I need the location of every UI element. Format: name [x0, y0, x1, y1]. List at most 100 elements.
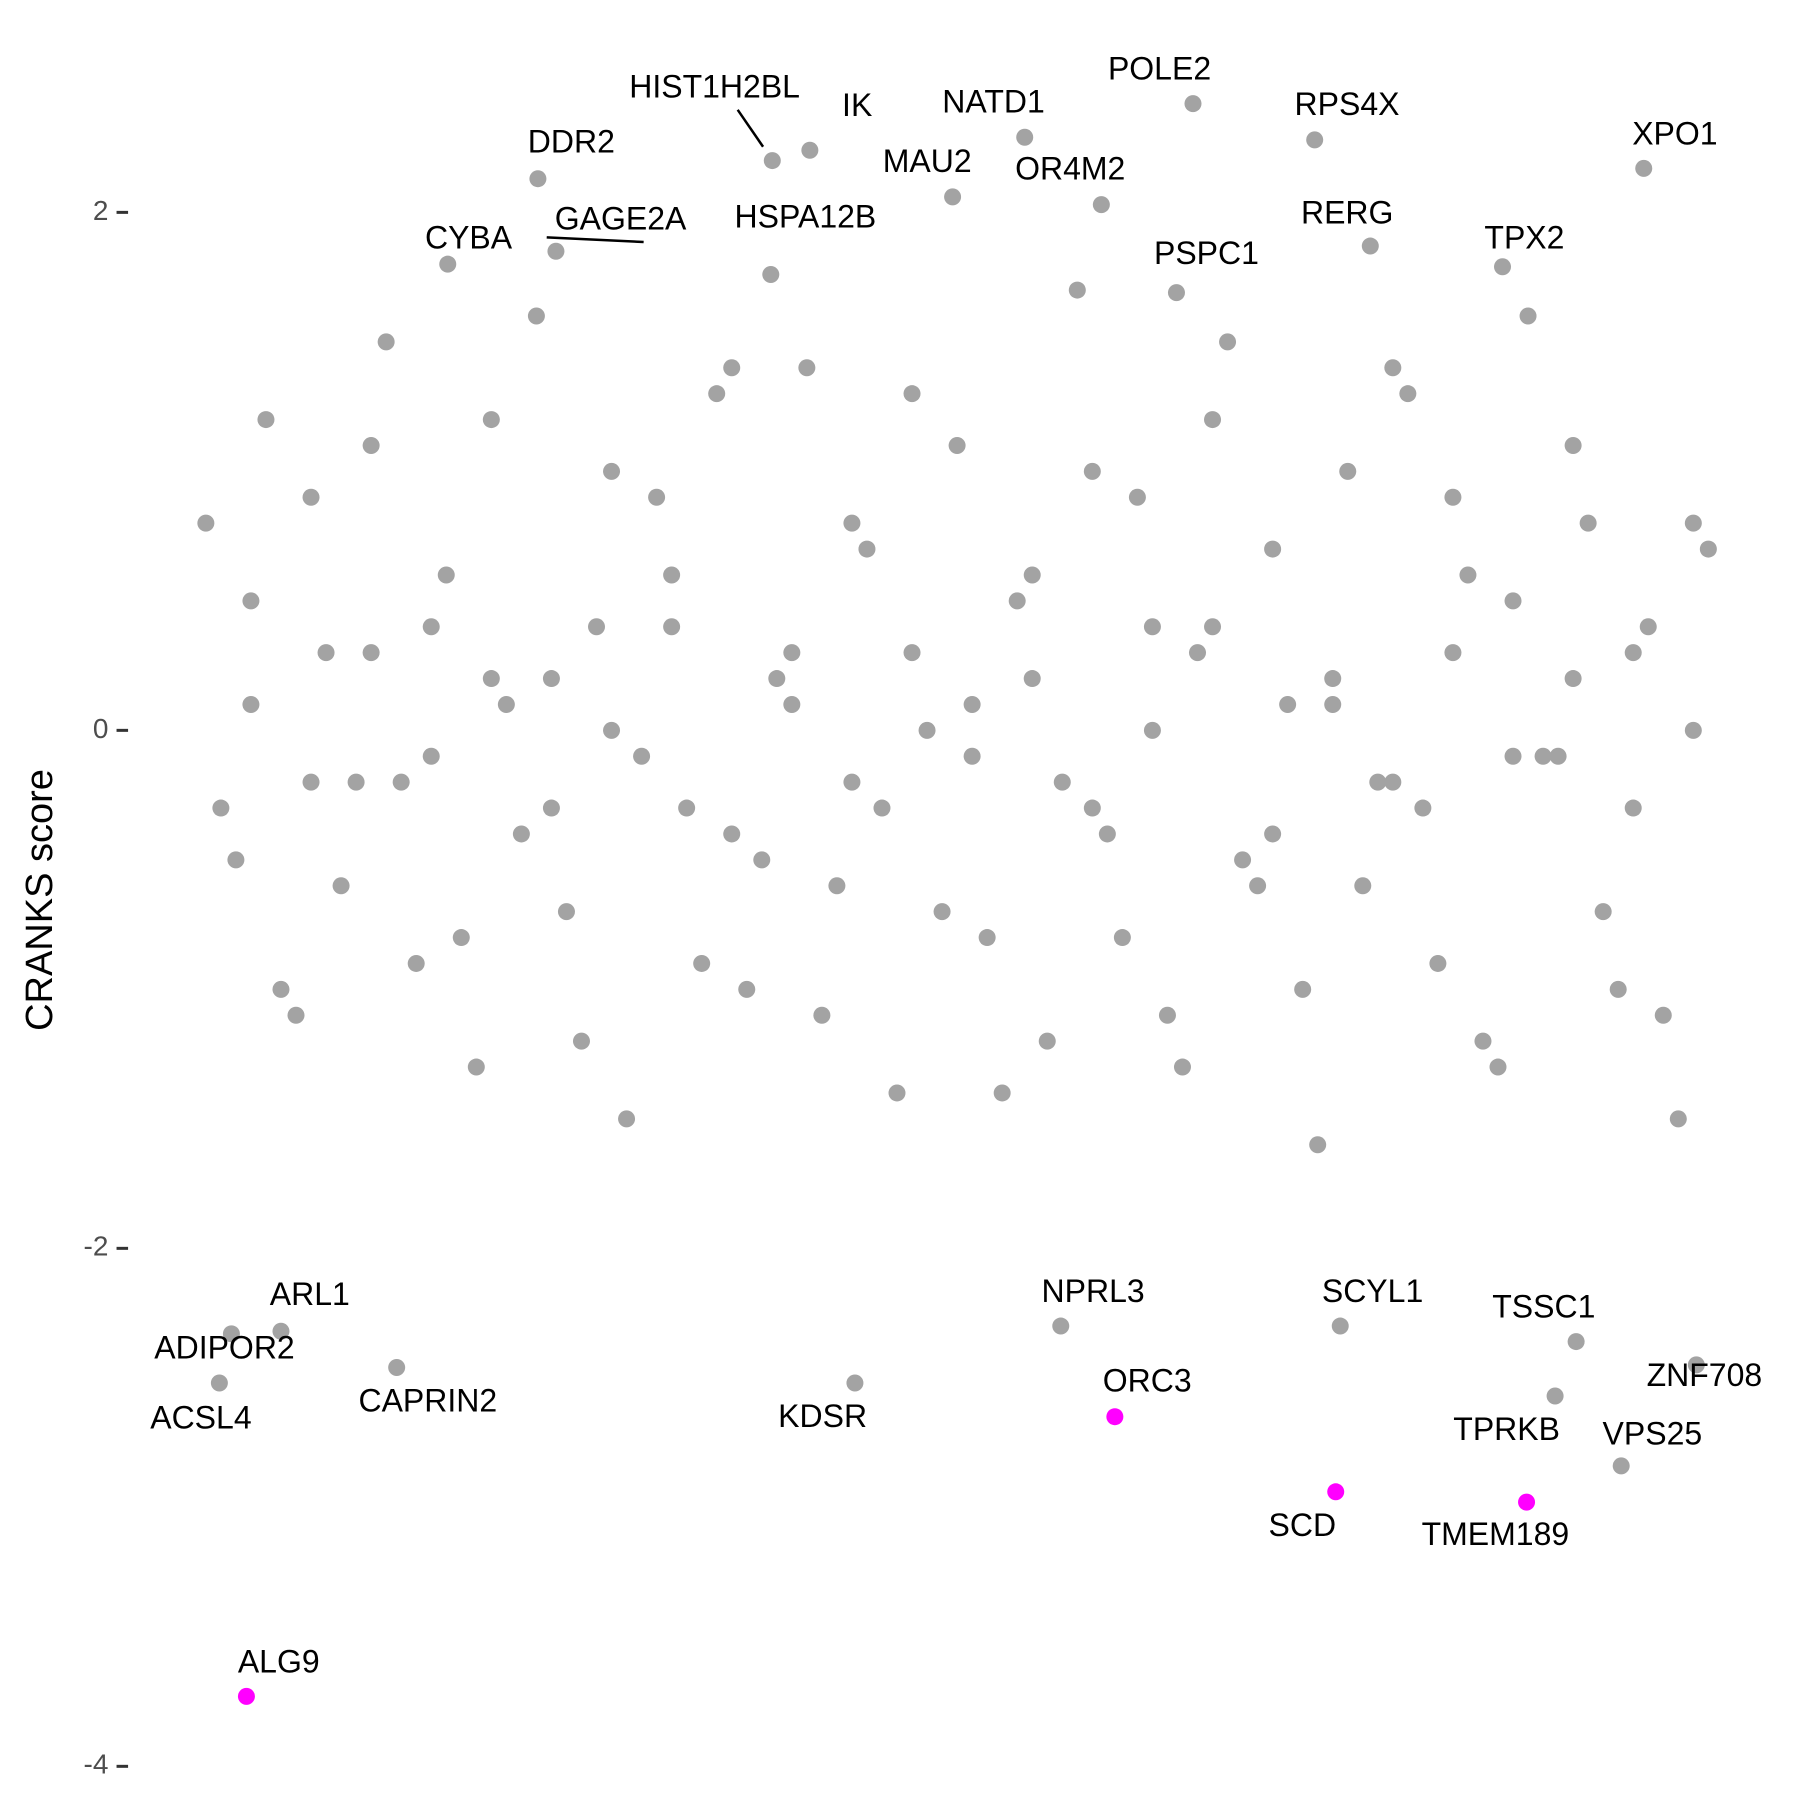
point: [1494, 258, 1512, 276]
point: [332, 877, 350, 895]
point: [693, 954, 711, 972]
point: [1639, 618, 1657, 636]
point-label: GAGE2A: [555, 201, 687, 237]
point: [452, 929, 470, 947]
point: [242, 592, 260, 610]
point-label: OR4M2: [1015, 151, 1125, 187]
point: [903, 644, 921, 662]
point: [1184, 95, 1202, 113]
y-tick-label: -4: [84, 1749, 109, 1780]
point: [547, 242, 565, 260]
point: [1687, 1356, 1705, 1374]
point: [302, 488, 320, 506]
point-label: NATD1: [942, 83, 1045, 119]
point: [1504, 592, 1522, 610]
point: [963, 695, 981, 713]
point: [1219, 333, 1237, 351]
point: [1699, 540, 1717, 558]
point: [1339, 462, 1357, 480]
point: [1189, 644, 1207, 662]
point: [1279, 695, 1297, 713]
point: [1384, 359, 1402, 377]
point: [377, 333, 395, 351]
y-tick-label: 2: [93, 195, 109, 226]
point: [1594, 903, 1612, 921]
point: [1474, 1032, 1492, 1050]
point: [858, 540, 876, 558]
point: [482, 670, 500, 688]
point: [1612, 1457, 1630, 1475]
point-label: RPS4X: [1295, 86, 1400, 122]
point: [1167, 284, 1185, 302]
point: [529, 170, 547, 188]
point: [1264, 825, 1282, 843]
point: [1106, 1408, 1124, 1426]
point-label: HIST1H2BL: [629, 68, 800, 104]
point: [1564, 436, 1582, 454]
point: [633, 747, 651, 765]
point: [1158, 1006, 1176, 1024]
point: [1306, 131, 1324, 149]
point: [1518, 1493, 1536, 1511]
point: [1567, 1333, 1585, 1351]
point: [1399, 385, 1417, 403]
point: [1369, 773, 1387, 791]
point-label: IK: [842, 87, 872, 123]
point: [1204, 618, 1222, 636]
point: [1098, 825, 1116, 843]
point: [1519, 307, 1537, 325]
point: [1023, 566, 1041, 584]
point: [467, 1058, 485, 1076]
point: [1143, 618, 1161, 636]
point: [933, 903, 951, 921]
point: [648, 488, 666, 506]
point-label: ACSL4: [150, 1399, 251, 1435]
point: [1384, 773, 1402, 791]
point: [197, 514, 215, 532]
point: [1128, 488, 1146, 506]
point: [603, 462, 621, 480]
point: [944, 188, 962, 206]
point-label: RERG: [1301, 194, 1393, 230]
label-connector: [546, 236, 644, 244]
point-label: SCD: [1268, 1507, 1336, 1543]
point: [888, 1084, 906, 1102]
point: [422, 747, 440, 765]
point: [542, 799, 560, 817]
point: [1635, 159, 1653, 177]
point: [723, 359, 741, 377]
point: [678, 799, 696, 817]
point: [828, 877, 846, 895]
point: [227, 851, 245, 869]
point: [1327, 1483, 1345, 1501]
point: [557, 903, 575, 921]
point-label: ORC3: [1103, 1363, 1192, 1399]
point: [272, 1322, 290, 1340]
point: [1309, 1136, 1327, 1154]
point: [1113, 929, 1131, 947]
point: [993, 1084, 1011, 1102]
point: [1324, 670, 1342, 688]
point: [1361, 237, 1379, 255]
point: [723, 825, 741, 843]
point-label: ARL1: [270, 1276, 350, 1312]
point: [212, 799, 230, 817]
point: [801, 141, 819, 159]
point: [317, 644, 335, 662]
point: [1264, 540, 1282, 558]
point: [1038, 1032, 1056, 1050]
point-label: SCYL1: [1322, 1273, 1423, 1309]
point: [1609, 980, 1627, 998]
point: [388, 1358, 406, 1376]
point: [1234, 851, 1252, 869]
point-label: POLE2: [1108, 51, 1211, 87]
point-label: ADIPOR2: [154, 1329, 294, 1365]
point: [738, 980, 756, 998]
point: [1092, 196, 1110, 214]
point: [1429, 954, 1447, 972]
point: [242, 695, 260, 713]
point: [1354, 877, 1372, 895]
point: [347, 773, 365, 791]
